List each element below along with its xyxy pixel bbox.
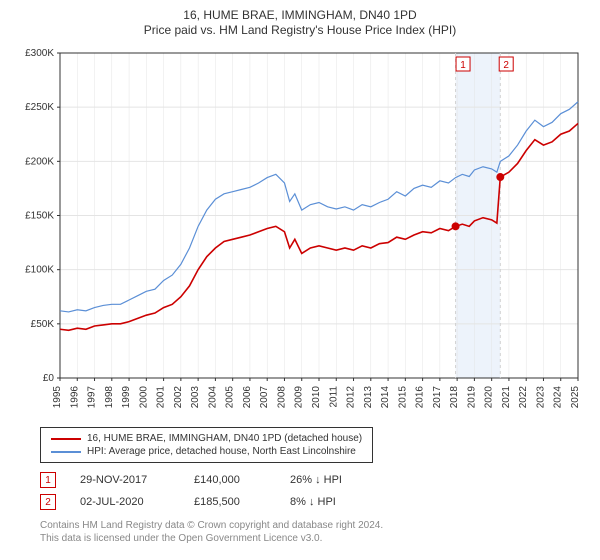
svg-text:2009: 2009 [294,386,305,409]
legend-swatch [51,438,81,440]
svg-text:2: 2 [503,60,509,71]
svg-text:2005: 2005 [225,386,236,409]
chart-container: 16, HUME BRAE, IMMINGHAM, DN40 1PD Price… [0,0,600,560]
transaction-row: 1 29-NOV-2017 £140,000 26% ↓ HPI [40,469,588,491]
svg-text:1: 1 [460,60,466,71]
transaction-delta: 8% ↓ HPI [290,496,370,508]
legend-label: 16, HUME BRAE, IMMINGHAM, DN40 1PD (deta… [87,433,362,444]
svg-text:2017: 2017 [432,386,443,409]
svg-text:2010: 2010 [311,386,322,409]
svg-text:1998: 1998 [104,386,115,409]
svg-text:2007: 2007 [259,386,270,409]
legend-item: HPI: Average price, detached house, Nort… [51,445,362,458]
svg-text:2019: 2019 [466,386,477,409]
transaction-marker: 2 [40,494,56,510]
chart-subtitle: Price paid vs. HM Land Registry's House … [12,23,588,37]
line-chart: £0 £50K £100K £150K £200K £250K £300K 1995 1996 1… [12,43,588,423]
transaction-row: 2 02-JUL-2020 £185,500 8% ↓ HPI [40,491,588,513]
chart-title: 16, HUME BRAE, IMMINGHAM, DN40 1PD [12,8,588,22]
svg-text:1997: 1997 [87,386,98,409]
transaction-date: 02-JUL-2020 [80,496,170,508]
svg-text:£0: £0 [43,373,55,384]
footer-line-1: Contains HM Land Registry data © Crown c… [40,519,588,532]
footer-line-2: This data is licensed under the Open Gov… [40,532,588,545]
legend-label: HPI: Average price, detached house, Nort… [87,446,356,457]
svg-text:2014: 2014 [380,386,391,409]
svg-text:£300K: £300K [25,48,54,59]
footer-attribution: Contains HM Land Registry data © Crown c… [40,519,588,545]
svg-text:2003: 2003 [190,386,201,409]
svg-text:1995: 1995 [52,386,63,409]
transaction-table: 1 29-NOV-2017 £140,000 26% ↓ HPI 2 02-JUL-202… [40,469,588,513]
svg-text:2000: 2000 [138,386,149,409]
svg-text:£100K: £100K [25,265,54,276]
transaction-price: £185,500 [194,496,266,508]
svg-text:£250K: £250K [25,102,54,113]
legend-swatch [51,451,81,453]
svg-text:2002: 2002 [173,386,184,409]
svg-text:2006: 2006 [242,386,253,409]
svg-text:£150K: £150K [25,211,54,222]
svg-text:2022: 2022 [518,386,529,409]
legend: 16, HUME BRAE, IMMINGHAM, DN40 1PD (deta… [40,427,373,463]
svg-text:2020: 2020 [484,386,495,409]
svg-text:2021: 2021 [501,386,512,409]
svg-text:£50K: £50K [31,319,55,330]
transaction-delta: 26% ↓ HPI [290,474,370,486]
transaction-marker: 1 [40,472,56,488]
svg-text:1999: 1999 [121,386,132,409]
legend-item: 16, HUME BRAE, IMMINGHAM, DN40 1PD (deta… [51,432,362,445]
svg-text:£200K: £200K [25,156,54,167]
svg-text:2001: 2001 [156,386,167,409]
chart-area: £0 £50K £100K £150K £200K £250K £300K 1995 1996 1… [12,43,588,423]
svg-text:2015: 2015 [397,386,408,409]
svg-text:2012: 2012 [346,386,357,409]
svg-text:2016: 2016 [415,386,426,409]
svg-text:2008: 2008 [276,386,287,409]
svg-text:2013: 2013 [363,386,374,409]
svg-text:2023: 2023 [535,386,546,409]
svg-text:2025: 2025 [570,386,581,409]
svg-text:2018: 2018 [449,386,460,409]
svg-text:1996: 1996 [69,386,80,409]
transaction-date: 29-NOV-2017 [80,474,170,486]
svg-text:2011: 2011 [328,386,339,408]
svg-text:2004: 2004 [207,386,218,409]
transaction-price: £140,000 [194,474,266,486]
svg-text:2024: 2024 [553,386,564,409]
